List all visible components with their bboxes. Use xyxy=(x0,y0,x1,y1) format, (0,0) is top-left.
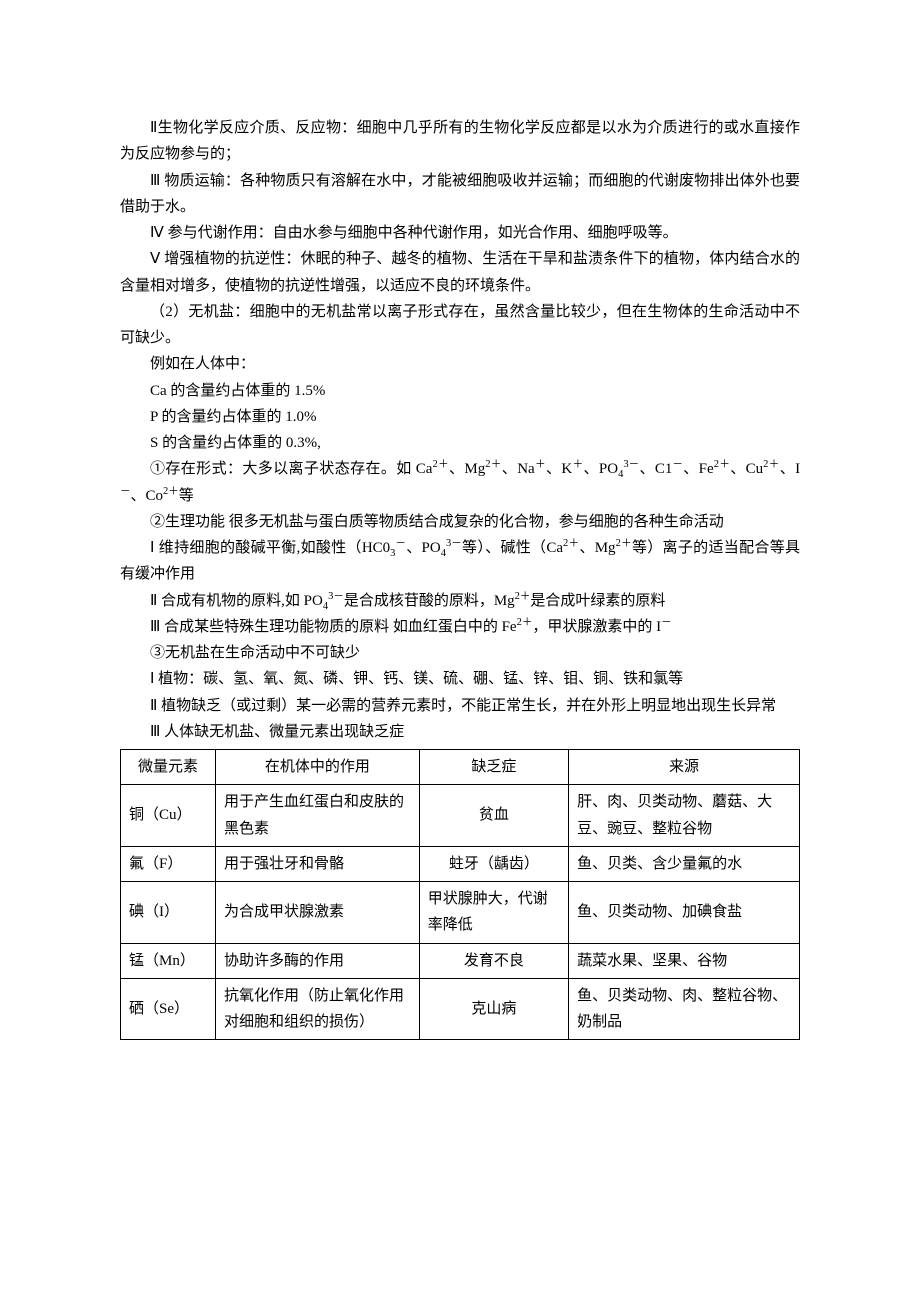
text: Ⅲ 合成某些特殊生理功能物质的原料 如血红蛋白中的 Fe xyxy=(150,619,517,635)
table-cell: 抗氧化作用（防止氧化作用对细胞和组织的损伤） xyxy=(216,978,420,1040)
text: 是合成叶绿素的原料 xyxy=(530,593,665,609)
table-cell: 铜（Cu） xyxy=(121,785,216,847)
table-header: 微量元素 xyxy=(121,750,216,785)
text: 、Cu xyxy=(730,461,763,477)
text: Ⅱ 合成有机物的原料,如 PO xyxy=(150,593,323,609)
paragraph: Ca 的含量约占体重的 1.5% xyxy=(120,378,800,404)
superscript: 2＋ xyxy=(163,486,179,497)
table-row: 氟（F）用于强壮牙和骨骼蛀牙（龋齿）鱼、贝类、含少量氟的水 xyxy=(121,846,800,881)
paragraph: 例如在人体中： xyxy=(120,351,800,377)
paragraph: Ⅰ 植物：碳、氢、氧、氮、磷、钾、钙、镁、硫、硼、锰、锌、钼、铜、铁和氯等 xyxy=(120,666,800,692)
superscript: － xyxy=(120,486,131,497)
subscript: 4 xyxy=(441,548,446,559)
superscript: 3－ xyxy=(623,459,639,470)
superscript: 2＋ xyxy=(517,617,533,628)
paragraph: ③无机盐在生命活动中不可缺少 xyxy=(120,640,800,666)
table-cell: 鱼、贝类动物、肉、整粒谷物、奶制品 xyxy=(569,978,800,1040)
table-cell: 鱼、贝类、含少量氟的水 xyxy=(569,846,800,881)
text: 、Mg xyxy=(579,540,615,556)
superscript: ＋ xyxy=(535,459,546,470)
paragraph: P 的含量约占体重的 1.0% xyxy=(120,404,800,430)
superscript: ＋ xyxy=(572,459,583,470)
superscript: 2＋ xyxy=(714,459,731,470)
text: 、I xyxy=(780,461,800,477)
superscript: 2＋ xyxy=(763,459,780,470)
text: 等）、碱性（Ca xyxy=(462,540,563,556)
table-cell: 甲状腺肿大，代谢率降低 xyxy=(419,882,568,944)
superscript: － xyxy=(395,538,406,549)
superscript: 2＋ xyxy=(432,459,449,470)
table-cell: 用于产生血红蛋白和皮肤的黑色素 xyxy=(216,785,420,847)
text: ①存在形式：大多以离子状态存在。如 Ca xyxy=(150,461,432,477)
superscript: 2＋ xyxy=(616,538,632,549)
subscript: 4 xyxy=(323,601,328,612)
paragraph: ②生理功能 很多无机盐与蛋白质等物质结合成复杂的化合物，参与细胞的各种生命活动 xyxy=(120,509,800,535)
paragraph: Ⅲ 人体缺无机盐、微量元素出现缺乏症 xyxy=(120,719,800,745)
paragraph: （2）无机盐：细胞中的无机盐常以离子形式存在，虽然含量比较少，但在生物体的生命活… xyxy=(120,299,800,352)
paragraph: Ⅴ 增强植物的抗逆性：休眠的种子、越冬的植物、生活在干旱和盐渍条件下的植物，体内… xyxy=(120,246,800,299)
paragraph: Ⅳ 参与代谢作用：自由水参与细胞中各种代谢作用，如光合作用、细胞呼吸等。 xyxy=(120,220,800,246)
paragraph: Ⅱ生物化学反应介质、反应物：细胞中几乎所有的生物化学反应都是以水为介质进行的或水… xyxy=(120,115,800,168)
table-row: 铜（Cu）用于产生血红蛋白和皮肤的黑色素贫血肝、肉、贝类动物、蘑菇、大豆、豌豆、… xyxy=(121,785,800,847)
paragraph-buffer: Ⅰ 维持细胞的酸碱平衡,如酸性（HC03－、PO43－等）、碱性（Ca2＋、Mg… xyxy=(120,535,800,588)
paragraph: S 的含量约占体重的 0.3%, xyxy=(120,430,800,456)
table-cell: 肝、肉、贝类动物、蘑菇、大豆、豌豆、整粒谷物 xyxy=(569,785,800,847)
table-cell: 蔬菜水果、坚果、谷物 xyxy=(569,943,800,978)
text: 是合成核苷酸的原料，Mg xyxy=(344,593,515,609)
table-header: 缺乏症 xyxy=(419,750,568,785)
table-cell: 贫血 xyxy=(419,785,568,847)
text: 、Fe xyxy=(683,461,714,477)
text: Ⅰ 维持细胞的酸碱平衡,如酸性（HC0 xyxy=(150,540,390,556)
table-header-row: 微量元素 在机体中的作用 缺乏症 来源 xyxy=(121,750,800,785)
paragraph: Ⅲ 物质运输：各种物质只有溶解在水中，才能被细胞吸收并运输；而细胞的代谢废物排出… xyxy=(120,168,800,221)
subscript: 4 xyxy=(618,469,623,480)
paragraph-synth: Ⅱ 合成有机物的原料,如 PO43－是合成核苷酸的原料，Mg2＋是合成叶绿素的原… xyxy=(120,588,800,614)
table-cell: 发育不良 xyxy=(419,943,568,978)
table-row: 硒（Se）抗氧化作用（防止氧化作用对细胞和组织的损伤）克山病鱼、贝类动物、肉、整… xyxy=(121,978,800,1040)
table-cell: 锰（Mn） xyxy=(121,943,216,978)
table-cell: 碘（I） xyxy=(121,882,216,944)
text: 、Mg xyxy=(449,461,485,477)
superscript: 2＋ xyxy=(485,459,502,470)
table-cell: 氟（F） xyxy=(121,846,216,881)
deficiency-table: 微量元素 在机体中的作用 缺乏症 来源 铜（Cu）用于产生血红蛋白和皮肤的黑色素… xyxy=(120,749,800,1040)
text: 等 xyxy=(179,488,194,504)
paragraph-special: Ⅲ 合成某些特殊生理功能物质的原料 如血红蛋白中的 Fe2＋，甲状腺激素中的 I… xyxy=(120,614,800,640)
text: 、Na xyxy=(502,461,535,477)
document-page: Ⅱ生物化学反应介质、反应物：细胞中几乎所有的生物化学反应都是以水为介质进行的或水… xyxy=(0,0,920,1302)
text: 、PO xyxy=(406,540,441,556)
table-header: 在机体中的作用 xyxy=(216,750,420,785)
paragraph: Ⅱ 植物缺乏（或过剩）某一必需的营养元素时，不能正常生长，并在外形上明显地出现生… xyxy=(120,693,800,719)
table-cell: 为合成甲状腺激素 xyxy=(216,882,420,944)
table-cell: 硒（Se） xyxy=(121,978,216,1040)
text: 、C1 xyxy=(639,461,672,477)
text: 、Co xyxy=(131,488,164,504)
table-row: 锰（Mn）协助许多酶的作用发育不良蔬菜水果、坚果、谷物 xyxy=(121,943,800,978)
table-body: 铜（Cu）用于产生血红蛋白和皮肤的黑色素贫血肝、肉、贝类动物、蘑菇、大豆、豌豆、… xyxy=(121,785,800,1040)
text: 、PO xyxy=(584,461,619,477)
paragraph-ions: ①存在形式：大多以离子状态存在。如 Ca2＋、Mg2＋、Na＋、K＋、PO43－… xyxy=(120,456,800,509)
table-row: 碘（I）为合成甲状腺激素甲状腺肿大，代谢率降低鱼、贝类动物、加碘食盐 xyxy=(121,882,800,944)
table-cell: 用于强壮牙和骨骼 xyxy=(216,846,420,881)
superscript: － xyxy=(661,617,672,628)
table-cell: 鱼、贝类动物、加碘食盐 xyxy=(569,882,800,944)
superscript: － xyxy=(672,459,683,470)
text: 、K xyxy=(546,461,572,477)
superscript: 3－ xyxy=(328,591,344,602)
text: ，甲状腺激素中的 I xyxy=(532,619,661,635)
table-cell: 蛀牙（龋齿） xyxy=(419,846,568,881)
superscript: 3－ xyxy=(446,538,462,549)
table-cell: 协助许多酶的作用 xyxy=(216,943,420,978)
superscript: 2＋ xyxy=(563,538,579,549)
superscript: 2＋ xyxy=(515,591,531,602)
table-cell: 克山病 xyxy=(419,978,568,1040)
subscript: 3 xyxy=(390,548,395,559)
table-header: 来源 xyxy=(569,750,800,785)
